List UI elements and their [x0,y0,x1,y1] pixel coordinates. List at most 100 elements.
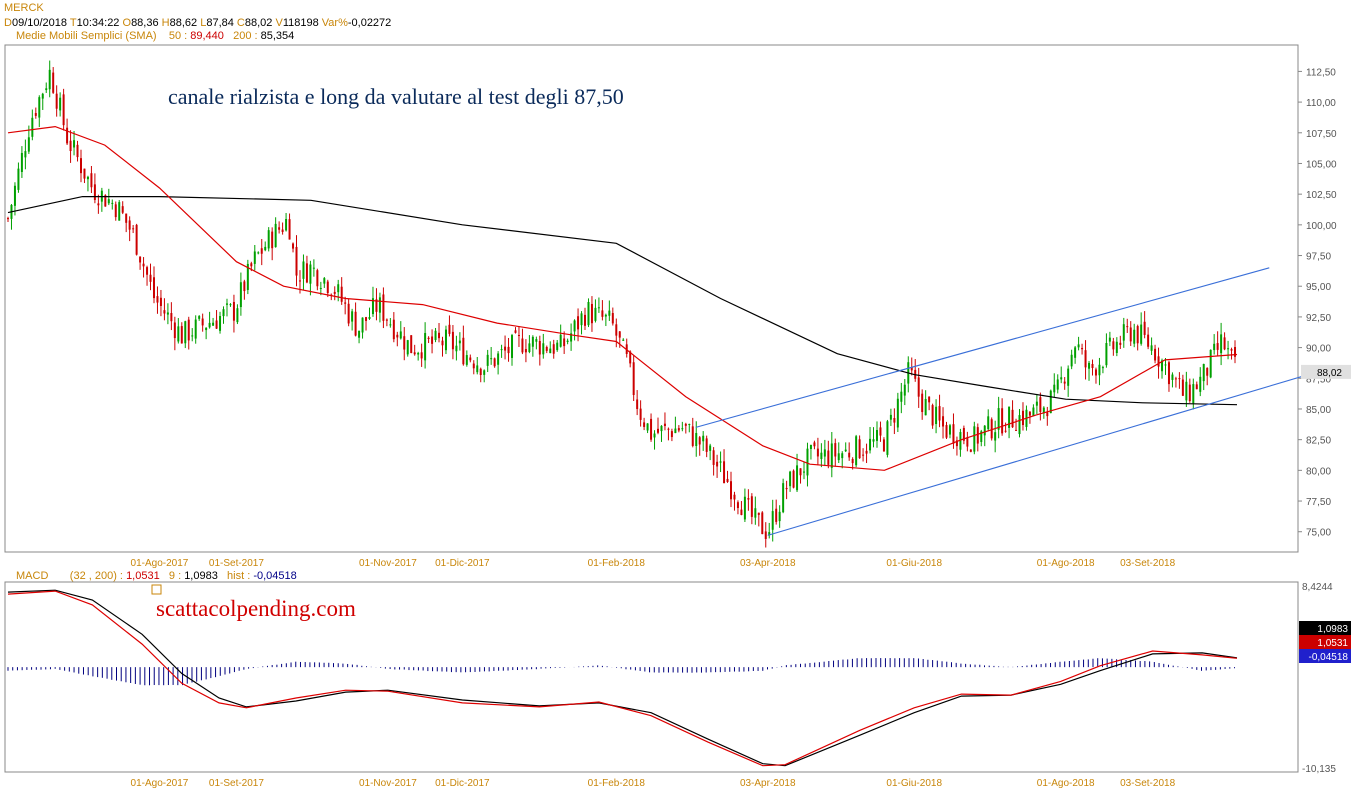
candle-body [639,408,642,420]
volume-value: 118198 [282,17,319,29]
candle-body [205,327,208,331]
candle-body [570,333,573,342]
candle-body [389,324,392,326]
candle-body [472,363,475,369]
candle-body [278,227,281,230]
candle-body [893,418,896,423]
candle-body [945,425,948,438]
candle-body [107,199,110,204]
candle-body [1154,348,1157,361]
candle-body [142,263,145,267]
candle-body [344,302,347,304]
candle-body [1098,364,1101,376]
candle-body [841,453,844,459]
candle-body [225,303,228,305]
macd-tick-label: -10,135 [1302,764,1336,775]
candle-body [980,431,983,442]
candle-body [994,432,997,441]
candle-body [882,439,885,452]
candle-body [378,297,381,313]
candle-body [924,398,927,416]
candle-body [62,94,65,126]
candle-body [417,352,420,355]
candle-body [743,496,746,520]
candle-body [326,281,329,294]
high-label: H [161,17,170,29]
candle-body [757,512,760,515]
macd-date-label: 01-Nov-2017 [359,778,417,789]
candle-body [806,448,809,476]
candle-body [1063,381,1066,384]
sma50-value: 89,440 [190,30,224,42]
candle-body [1178,378,1181,380]
candle-body [729,481,732,500]
candle-body [490,358,493,360]
candle-body [170,313,173,322]
candle-body [34,113,37,116]
candle-body [938,406,941,421]
candle-body [285,219,288,231]
candle-body [1053,384,1056,393]
candle-body [232,301,235,321]
candle-body [413,352,416,355]
open-label: O [122,17,132,29]
candle-body [104,195,107,207]
candle-body [187,319,190,341]
candle-body [1192,384,1195,404]
candle-body [424,333,427,361]
candle-body [274,223,277,248]
candle-body [1088,362,1091,369]
candle-body [219,316,222,331]
candle-body [55,93,58,109]
sma200-label: 200 : [233,30,258,42]
candle-body [375,299,378,312]
candle-body [796,465,799,491]
candle-body [431,336,434,344]
candle-body [458,340,461,344]
price-tick-label: 100,00 [1306,221,1337,232]
candle-body [434,330,437,340]
candle-body [17,168,20,190]
candle-body [650,418,653,440]
candle-body [813,442,816,447]
price-tick-label: 82,50 [1306,436,1331,447]
candle-body [535,339,538,342]
candle-body [566,340,569,342]
macd-last-tag [1299,621,1351,635]
candle-body [118,202,121,221]
candle-body [1140,324,1143,344]
candle-body [1039,397,1042,412]
signal-value: 1,0983 [184,570,218,582]
candle-body [629,351,632,364]
low-label: L [200,17,207,29]
candle-body [441,340,444,346]
candle-body [260,248,263,254]
time-label: T [69,17,77,29]
candle-body [1074,347,1077,358]
candle-body [997,408,1000,430]
macd-date-label: 03-Set-2018 [1120,778,1175,789]
price-tick-label: 112,50 [1306,67,1336,78]
candle-body [584,314,587,326]
candle-body [76,144,79,158]
candle-body [128,220,131,230]
candle-body [166,312,169,315]
candle-body [31,117,34,137]
candle-body [319,287,322,289]
candle-body [615,324,618,336]
candle-body [83,168,86,179]
candle-body [90,173,93,188]
time-value: 10:34:22 [76,17,120,29]
candle-body [952,424,955,444]
candle-body [702,435,705,442]
candle-body [1174,378,1177,380]
candle-body [1091,364,1094,368]
candle-body [371,298,374,315]
signal-label: 9 : [168,570,182,582]
candle-body [1188,384,1191,402]
candle-body [1223,337,1226,350]
candle-body [677,428,680,431]
candle-body [663,423,666,427]
candle-body [862,454,865,456]
